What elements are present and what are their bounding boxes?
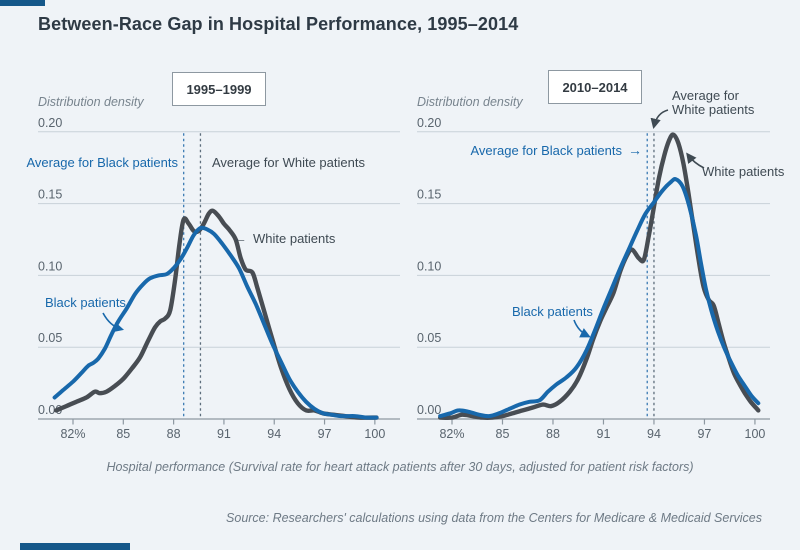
y-tick-label: 0.00 (417, 403, 441, 417)
source-note: Source: Researchers' calculations using … (226, 511, 762, 525)
y-axis-label-left: Distribution density (38, 95, 144, 109)
y-tick-label: 0.15 (38, 188, 62, 202)
black-patients-arrow-left-panel (102, 312, 125, 333)
top-accent-bar (0, 0, 45, 6)
x-tick-label: 82% (439, 427, 464, 441)
black-patients-curve (438, 177, 761, 419)
annotation-average-white-left: Average for White patients (212, 155, 365, 170)
x-tick-label: 94 (267, 427, 281, 441)
x-tick-label: 94 (647, 427, 661, 441)
y-tick-label: 0.20 (38, 116, 62, 130)
x-axis-caption: Hospital performance (Survival rate for … (106, 460, 694, 474)
x-tick-label: 97 (697, 427, 711, 441)
x-tick-label: 85 (116, 427, 130, 441)
annotation-average-white-right-line1: Average for (672, 88, 739, 103)
right-arrow-icon: → (628, 142, 642, 158)
x-tick-label: 91 (217, 427, 231, 441)
y-tick-label: 0.05 (417, 331, 441, 345)
annotation-white-patients-left: ← White patients (233, 231, 335, 246)
y-tick-label: 0.00 (38, 403, 62, 417)
white-patients-arrow-right-panel (686, 152, 705, 169)
y-tick-label: 0.10 (417, 259, 441, 273)
y-tick-label: 0.20 (417, 116, 441, 130)
x-tick-label: 85 (496, 427, 510, 441)
annotation-white-patients-right: White patients (702, 164, 784, 179)
y-tick-label: 0.15 (417, 188, 441, 202)
x-tick-label: 91 (597, 427, 611, 441)
y-tick-label: 0.05 (38, 331, 62, 345)
panel-label-1995-1999: 1995–1999 (172, 72, 266, 106)
annotation-average-black-left-text: Average for Black patients (26, 155, 178, 170)
annotation-black-patients-right-text: Black patients (512, 304, 593, 319)
bottom-accent-bar (20, 543, 130, 550)
annotation-black-patients-left-text: Black patients (45, 295, 126, 310)
x-tick-label: 100 (745, 427, 766, 441)
x-tick-label: 97 (318, 427, 332, 441)
annotation-white-patients-right-text: White patients (702, 164, 785, 179)
y-tick-label: 0.10 (38, 259, 62, 273)
white-patients-curve (54, 208, 379, 420)
annotation-black-patients-right: Black patients (512, 304, 593, 319)
left-arrow-icon: ← (233, 230, 247, 246)
average-white-arrow-right-panel (650, 109, 669, 130)
annotation-average-white-left-text: Average for White patients (212, 155, 365, 170)
x-tick-label: 88 (167, 427, 181, 441)
black-patients-curve (52, 225, 379, 420)
annotation-black-patients-left: Black patients (45, 295, 126, 310)
annotation-arrows (102, 109, 705, 338)
annotation-average-black-right: Average for Black patients → (470, 143, 642, 158)
panel-label-2010-2014: 2010–2014 (548, 70, 642, 104)
x-tick-label: 82% (60, 427, 85, 441)
y-axis-label-right: Distribution density (417, 95, 523, 109)
annotation-average-black-right-text: Average for Black patients (470, 143, 622, 158)
white-patients-curve (438, 132, 761, 420)
annotation-average-black-left: Average for Black patients (26, 155, 178, 170)
figure-title: Between-Race Gap in Hospital Performance… (38, 14, 519, 34)
x-tick-label: 88 (546, 427, 560, 441)
x-tick-label: 100 (364, 427, 385, 441)
annotation-white-patients-left-text: White patients (253, 231, 336, 246)
annotation-average-white-right: Average for White patients (672, 89, 754, 117)
annotation-average-white-right-line2: White patients (672, 102, 755, 117)
black-patients-arrow-right-panel (573, 319, 591, 338)
